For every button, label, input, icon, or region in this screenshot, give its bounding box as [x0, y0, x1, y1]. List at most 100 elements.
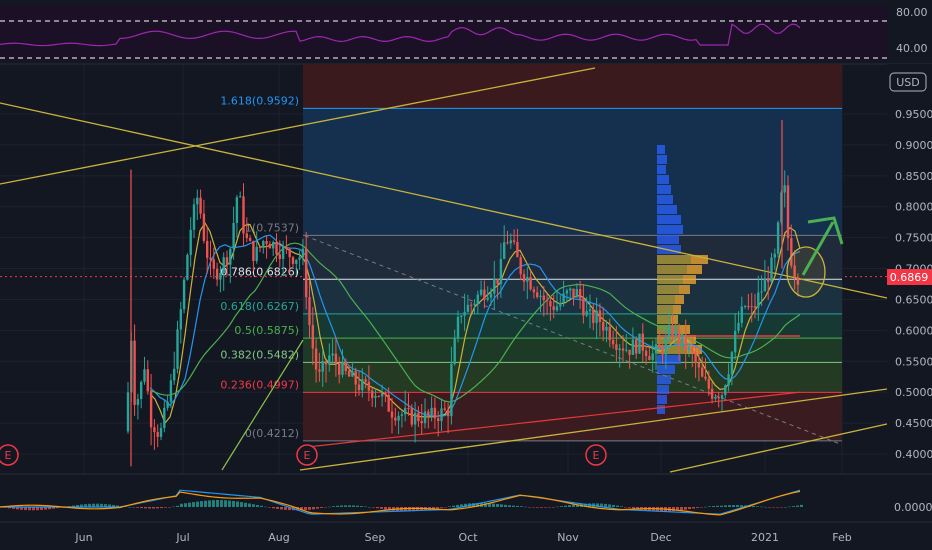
- macd-bar: [128, 506, 131, 508]
- candle-body: [390, 411, 394, 418]
- candle-body: [694, 352, 697, 363]
- candle-body: [565, 290, 569, 294]
- macd-bar: [320, 507, 323, 508]
- candle-body: [470, 304, 473, 306]
- y-tick-label: 0.5000: [895, 386, 932, 399]
- fib-label: 0.786(0.6826): [220, 265, 299, 278]
- macd-bar: [692, 507, 695, 509]
- currency-badge[interactable]: [889, 72, 927, 92]
- fib-label: 0.382(0.5482): [220, 348, 299, 361]
- candle-body: [615, 344, 618, 350]
- earnings-marker-label: E: [593, 449, 600, 462]
- macd-bar: [584, 503, 587, 507]
- candle-body: [295, 259, 298, 264]
- candle-body: [592, 309, 595, 324]
- candle-body: [460, 315, 463, 317]
- macd-bar: [316, 507, 319, 509]
- candle-body: [384, 393, 387, 395]
- candle-body: [549, 301, 552, 307]
- volume-profile-bar: [657, 155, 667, 164]
- candle-body: [691, 346, 694, 353]
- candle-body: [331, 353, 334, 356]
- candle-body: [532, 289, 536, 293]
- fib-zone-1618: [303, 108, 842, 236]
- candle-body: [602, 321, 605, 331]
- macd-bar: [388, 507, 391, 510]
- macd-bar: [436, 507, 439, 509]
- candle-body: [486, 297, 489, 300]
- volume-profile-bar: [657, 295, 675, 304]
- macd-bar: [268, 507, 271, 508]
- candle-body: [278, 254, 281, 259]
- macd-bar: [392, 507, 395, 511]
- macd-bar: [160, 507, 163, 509]
- candle-body: [720, 395, 724, 399]
- candle-body: [479, 289, 483, 295]
- macd-bar: [536, 507, 539, 508]
- macd-bar: [312, 507, 315, 510]
- macd-bar: [260, 505, 263, 507]
- macd-bar: [552, 507, 555, 508]
- candle-body: [229, 248, 232, 265]
- trendline-support-lower: [669, 423, 888, 473]
- macd-bar: [108, 504, 111, 507]
- macd-bar: [144, 507, 147, 509]
- macd-bar: [184, 503, 187, 507]
- candle-body: [377, 395, 380, 397]
- macd-bar: [628, 507, 631, 508]
- candle-body: [476, 294, 479, 304]
- macd-bar: [732, 505, 735, 507]
- macd-bar: [712, 506, 715, 507]
- macd-bar: [524, 506, 527, 508]
- volume-profile-bar: [657, 365, 675, 374]
- volume-profile-bar-sell: [691, 255, 708, 264]
- candle-body: [394, 417, 397, 421]
- candle-body: [354, 371, 357, 385]
- candle-body: [423, 411, 427, 424]
- candle-body: [305, 248, 308, 298]
- candle-body: [235, 197, 239, 223]
- candle-body: [298, 257, 301, 260]
- candle-body: [562, 293, 565, 303]
- candle-body: [671, 326, 674, 338]
- candle-body: [750, 306, 753, 308]
- macd-bar: [96, 503, 99, 507]
- candle-body: [466, 304, 470, 312]
- macd-bar: [288, 507, 291, 511]
- candle-body: [374, 395, 377, 398]
- macd-bar: [492, 503, 495, 507]
- macd-bar: [92, 503, 95, 507]
- volume-profile-bar: [657, 205, 677, 214]
- candle-body: [536, 292, 539, 297]
- macd-bar: [636, 507, 639, 510]
- candle-body: [156, 432, 159, 437]
- candle-body: [585, 311, 588, 316]
- macd-bar: [484, 503, 487, 507]
- macd-bar: [760, 506, 763, 508]
- trendline-rising-top: [0, 67, 596, 185]
- x-tick-label: Feb: [832, 531, 851, 544]
- last-price-badge: [887, 269, 932, 285]
- candle-body: [701, 367, 704, 377]
- candle-body: [341, 361, 344, 375]
- macd-bar: [256, 505, 259, 507]
- candle-body: [186, 254, 189, 280]
- trendline-descending: [0, 102, 888, 299]
- macd-bar: [208, 500, 211, 507]
- macd-bar: [168, 507, 171, 508]
- macd-bar: [716, 505, 719, 507]
- macd-bar: [308, 507, 311, 510]
- fibonacci-zones: [303, 64, 842, 441]
- price-panel: 1.618(0.9592) 1(0.7537) 0.786(0.6826) 0.618…: [0, 64, 888, 474]
- candle-body: [242, 196, 245, 234]
- macd-bar: [752, 506, 755, 507]
- candle-body: [136, 399, 140, 405]
- macd-bar: [352, 505, 355, 507]
- macd-bar: [72, 505, 75, 507]
- x-tick-label: Jun: [74, 531, 92, 544]
- candle-body: [621, 348, 625, 351]
- candle-body: [192, 204, 196, 230]
- volume-profile-bar: [657, 385, 669, 394]
- fib-label: 0.5(0.5875): [234, 324, 299, 337]
- volume-profile-bar: [657, 255, 691, 264]
